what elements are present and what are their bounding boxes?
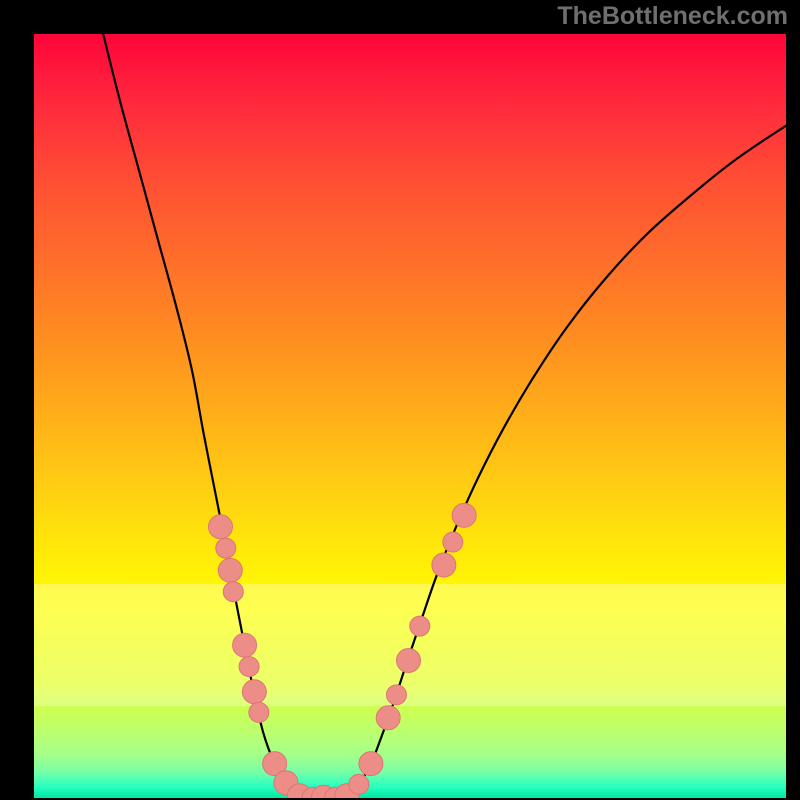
- curve-marker: [209, 515, 233, 539]
- watermark-text: TheBottleneck.com: [557, 2, 788, 31]
- curve-marker: [218, 558, 242, 582]
- curve-marker: [233, 633, 257, 657]
- curve-marker: [242, 680, 266, 704]
- curve-marker: [432, 553, 456, 577]
- plot-area: [34, 34, 786, 798]
- curve-marker: [410, 616, 430, 636]
- curve-marker: [443, 532, 463, 552]
- curve-marker: [223, 582, 243, 602]
- curve-marker: [397, 648, 421, 672]
- curve-marker: [386, 685, 406, 705]
- curve-marker: [452, 503, 476, 527]
- curve-marker: [349, 774, 369, 794]
- curve-marker: [376, 706, 400, 730]
- curve-marker: [239, 657, 259, 677]
- chart-root: TheBottleneck.com: [0, 0, 800, 800]
- curve-marker: [249, 702, 269, 722]
- curve-left-branch: [103, 34, 299, 796]
- curve-layer: [34, 34, 786, 798]
- curve-marker: [359, 752, 383, 776]
- curve-marker: [216, 538, 236, 558]
- curve-right-branch: [347, 126, 786, 796]
